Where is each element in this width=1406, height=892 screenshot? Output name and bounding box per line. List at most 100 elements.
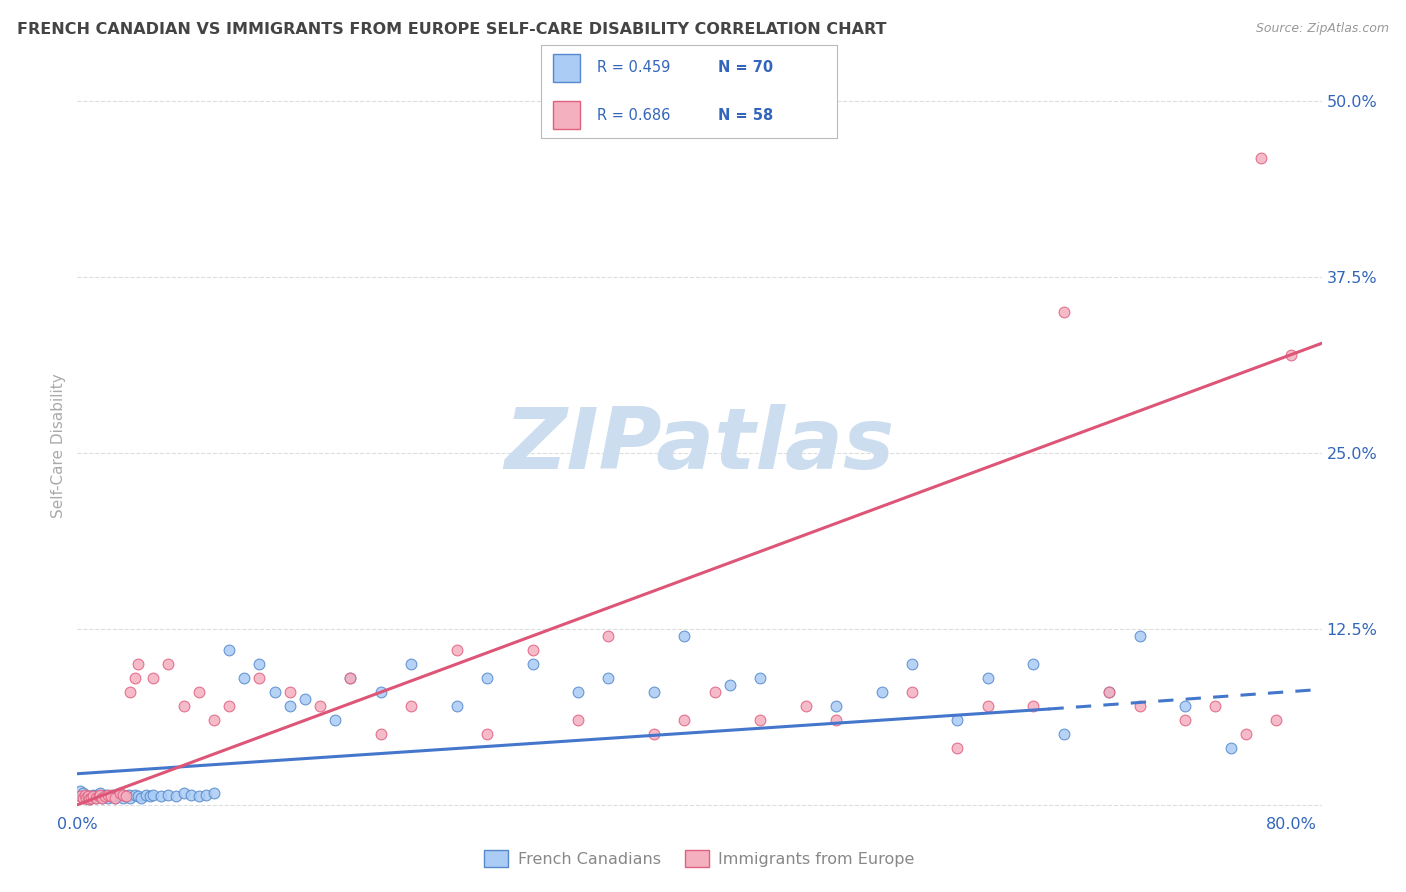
Point <box>749 714 772 728</box>
Point <box>89 787 111 801</box>
Point <box>475 727 498 741</box>
Point <box>446 699 468 714</box>
Point <box>278 685 301 699</box>
Point <box>195 788 218 802</box>
Bar <box>553 101 579 129</box>
Point <box>233 671 256 685</box>
Point <box>1098 685 1121 699</box>
Point <box>187 685 209 699</box>
Point <box>79 792 101 806</box>
Point <box>870 685 893 699</box>
Point <box>93 789 115 804</box>
Point <box>703 685 725 699</box>
Text: ZIPatlas: ZIPatlas <box>505 404 894 488</box>
Point <box>82 789 104 804</box>
Point <box>598 629 620 643</box>
Point <box>1128 629 1150 643</box>
Point <box>77 789 100 804</box>
Point <box>749 671 772 685</box>
Point <box>522 657 544 671</box>
Text: N = 58: N = 58 <box>718 108 773 123</box>
Point <box>93 789 115 804</box>
Point <box>598 671 620 685</box>
Point <box>180 788 202 802</box>
Point <box>100 789 122 804</box>
Point <box>124 788 146 802</box>
Point <box>124 671 146 685</box>
Point <box>1204 699 1226 714</box>
Point <box>202 714 225 728</box>
Point <box>135 788 157 802</box>
Point <box>202 787 225 801</box>
Point <box>218 699 240 714</box>
Point <box>107 789 129 804</box>
Point <box>1265 714 1288 728</box>
Point <box>84 790 107 805</box>
Point <box>86 788 108 802</box>
Point <box>643 727 665 741</box>
Point <box>946 714 969 728</box>
Point <box>1053 305 1076 319</box>
Point <box>1250 151 1272 165</box>
Point <box>82 788 104 802</box>
Point <box>80 790 103 805</box>
Point <box>129 790 152 805</box>
Point <box>187 789 209 804</box>
Text: R = 0.686: R = 0.686 <box>598 108 671 123</box>
Point <box>977 699 1000 714</box>
Point <box>120 685 142 699</box>
Point <box>87 789 110 804</box>
Point <box>1098 685 1121 699</box>
Point <box>115 789 138 804</box>
Point <box>1279 348 1302 362</box>
Point <box>79 792 101 806</box>
Point <box>75 788 97 802</box>
Point <box>142 788 165 802</box>
Point <box>73 788 96 802</box>
Point <box>77 789 100 804</box>
Point <box>173 699 195 714</box>
Point <box>399 699 422 714</box>
Point <box>249 657 271 671</box>
Point <box>69 783 91 797</box>
Point <box>475 671 498 685</box>
Point <box>104 790 127 805</box>
Point <box>69 789 91 804</box>
Point <box>87 789 110 804</box>
Text: Source: ZipAtlas.com: Source: ZipAtlas.com <box>1256 22 1389 36</box>
Point <box>977 671 1000 685</box>
Point <box>72 787 94 801</box>
Point <box>1174 699 1197 714</box>
Point <box>399 657 422 671</box>
Point <box>90 790 112 805</box>
Y-axis label: Self-Care Disability: Self-Care Disability <box>51 374 66 518</box>
Point <box>97 790 120 805</box>
Point <box>278 699 301 714</box>
Point <box>157 657 180 671</box>
Point <box>309 699 332 714</box>
Point <box>73 790 96 805</box>
Point <box>370 685 392 699</box>
Point <box>104 790 127 805</box>
Point <box>825 714 848 728</box>
Point <box>149 789 172 804</box>
Point <box>1053 727 1076 741</box>
Point <box>118 788 141 802</box>
Text: N = 70: N = 70 <box>718 60 773 75</box>
Point <box>80 790 103 805</box>
Point <box>901 657 924 671</box>
Bar <box>553 54 579 82</box>
Point <box>1219 741 1241 756</box>
Point <box>249 671 271 685</box>
Point <box>173 787 195 801</box>
Point <box>673 714 696 728</box>
Point <box>127 657 149 671</box>
Point <box>111 788 134 802</box>
Point <box>127 789 149 804</box>
Point <box>643 685 665 699</box>
Point <box>75 790 97 805</box>
Point <box>115 789 138 804</box>
Point <box>96 788 118 802</box>
Text: FRENCH CANADIAN VS IMMIGRANTS FROM EUROPE SELF-CARE DISABILITY CORRELATION CHART: FRENCH CANADIAN VS IMMIGRANTS FROM EUROP… <box>17 22 886 37</box>
Point <box>1234 727 1257 741</box>
